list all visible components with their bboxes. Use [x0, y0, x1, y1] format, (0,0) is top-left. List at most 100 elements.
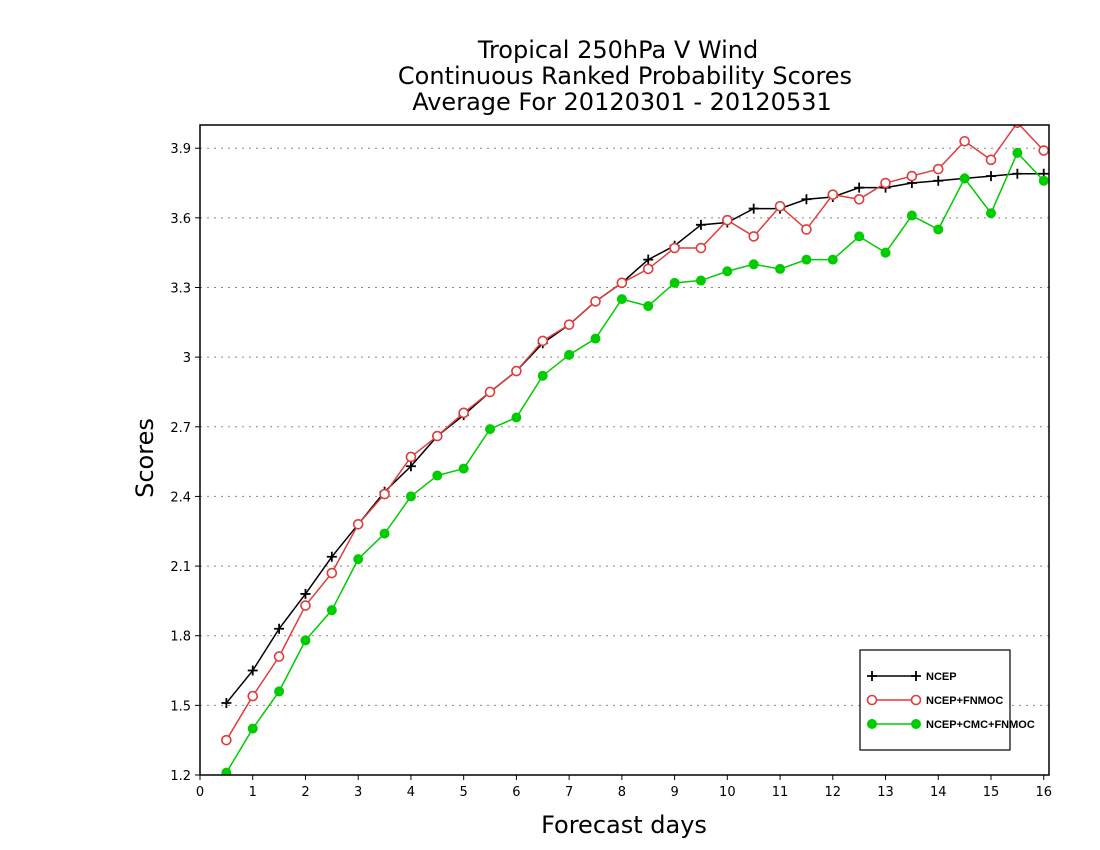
series-line: [225, 173, 1044, 704]
x-tick-label: 10: [719, 785, 736, 800]
series-ncep-cmc-fnmoc: [221, 147, 1049, 775]
legend-label: NCEP: [926, 671, 957, 683]
data-point: [405, 451, 417, 463]
data-point: [906, 210, 917, 221]
x-tick-label: 9: [670, 785, 678, 800]
data-point: [748, 203, 759, 214]
data-point: [1012, 168, 1023, 179]
data-point: [247, 723, 258, 734]
x-tick-label: 2: [301, 785, 309, 800]
chart-title-line-2: Continuous Ranked Probability Scores: [398, 62, 852, 90]
plot-frame: [199, 124, 1050, 776]
data-point: [932, 163, 944, 175]
y-tick-label: 1.5: [170, 699, 191, 714]
x-axis-label: Forecast days: [541, 811, 707, 839]
data-point: [1012, 125, 1023, 128]
data-point: [537, 335, 549, 347]
data-point: [537, 370, 548, 381]
data-point: [801, 194, 812, 205]
y-tick-label: 2.4: [170, 490, 191, 505]
x-tick-label: 3: [354, 785, 362, 800]
data-point: [326, 567, 338, 579]
legend: NCEP NCEP+FNMOC NCEP+CMC+FNMOC: [859, 649, 1035, 751]
data-point: [300, 588, 311, 599]
grid-lines: [200, 147, 1049, 706]
data-point: [484, 386, 496, 398]
data-point: [485, 424, 496, 435]
y-tick-label: 1.2: [170, 769, 191, 784]
y-tick-label: 3.6: [170, 212, 191, 227]
axes: 1.21.51.82.12.42.733.33.63.90 1 2 3 4 5 6 7 8 9 10…: [170, 142, 1052, 800]
x-tick-label: 8: [618, 785, 626, 800]
series-lines: [221, 125, 1049, 775]
data-point: [432, 470, 443, 481]
data-point: [511, 412, 522, 423]
data-point: [867, 671, 877, 681]
data-point: [959, 173, 970, 184]
x-tick-label: 16: [1035, 785, 1052, 800]
x-tick-label: 11: [772, 785, 789, 800]
data-point: [326, 551, 337, 562]
chart-title-line-1: Tropical 250hPa V Wind: [477, 36, 758, 64]
data-point: [300, 600, 311, 611]
data-point: [379, 488, 390, 500]
data-point: [221, 698, 232, 709]
data-point: [959, 135, 970, 147]
chart-title: Tropical 250hPa V Wind Continuous Ranked…: [398, 36, 852, 116]
x-tick-label: 6: [512, 785, 520, 800]
legend-label: NCEP+FNMOC: [926, 695, 1003, 707]
y-tick-label: 2.1: [170, 560, 191, 575]
y-tick-label: 1.8: [170, 630, 191, 645]
series-line: [225, 125, 1045, 741]
data-point: [563, 319, 575, 330]
data-point: [590, 296, 601, 307]
data-point: [985, 154, 997, 166]
data-point: [405, 461, 416, 472]
data-point: [353, 554, 364, 565]
data-point: [300, 635, 311, 646]
y-tick-label: 2.7: [170, 421, 191, 436]
data-point: [642, 263, 654, 275]
y-tick-label: 3.3: [170, 282, 191, 297]
data-point: [616, 294, 627, 305]
data-point: [827, 254, 838, 265]
legend-entry: NCEP: [867, 671, 957, 683]
data-point: [616, 277, 628, 289]
data-point: [827, 189, 839, 200]
data-point: [695, 219, 706, 230]
data-point: [221, 767, 232, 775]
data-point: [854, 182, 865, 193]
data-point: [910, 694, 922, 706]
data-point: [590, 333, 601, 344]
data-point: [352, 518, 364, 530]
data-point: [985, 171, 996, 182]
data-point: [906, 170, 918, 182]
data-point: [880, 247, 891, 258]
data-point: [695, 242, 707, 254]
data-point: [274, 623, 285, 634]
data-point: [458, 463, 469, 474]
x-tick-label: 7: [565, 785, 573, 800]
x-tick-label: 14: [930, 785, 947, 800]
data-point: [379, 528, 390, 539]
y-tick-label: 3.9: [170, 142, 191, 157]
data-point: [273, 651, 285, 662]
legend-entry: NCEP+FNMOC: [866, 694, 1003, 707]
data-point: [405, 491, 416, 502]
x-tick-label: 1: [249, 785, 257, 800]
data-point: [933, 224, 944, 235]
data-point: [933, 175, 944, 186]
data-point: [722, 266, 733, 277]
data-point: [774, 200, 786, 212]
y-tick-label: 3: [183, 351, 191, 366]
series-ncep: [221, 168, 1049, 709]
data-point: [853, 193, 865, 205]
data-point: [1038, 175, 1049, 186]
data-point: [643, 254, 654, 265]
data-point: [748, 259, 759, 270]
data-point: [775, 263, 786, 274]
x-tick-label: 15: [983, 785, 1000, 800]
data-point: [866, 694, 878, 706]
data-point: [722, 214, 733, 226]
